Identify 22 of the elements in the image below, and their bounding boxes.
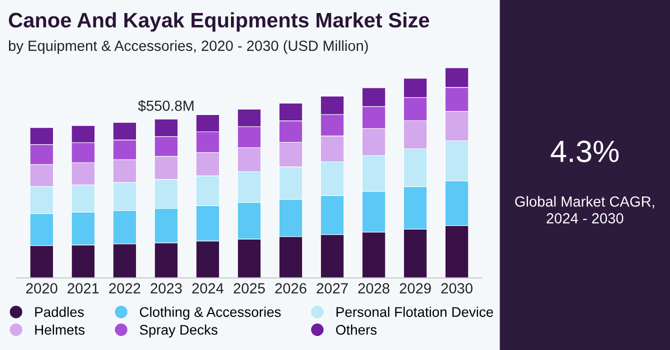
x-tick-label: 2021 <box>68 283 99 294</box>
x-tick-label: 2029 <box>400 283 431 294</box>
x-tick-label: 2022 <box>109 283 140 294</box>
legend-label: Others <box>336 324 377 335</box>
legend-label: Paddles <box>35 306 84 317</box>
legend-label: Spray Decks <box>140 324 218 338</box>
x-tick-label: 2020 <box>26 283 58 294</box>
chart-title: Canoe And Kayak Equipments Market Size <box>8 12 430 32</box>
x-tick-label: 2030 <box>441 283 472 294</box>
text: 4.3% <box>550 140 619 162</box>
text: Global Market CAGR, 2024 - 2030 <box>515 196 654 224</box>
x-tick-label: 2023 <box>150 283 182 294</box>
x-tick-label: 2024 <box>192 283 224 294</box>
legend-label: Personal Flotation Device <box>336 306 494 317</box>
x-tick-label: 2025 <box>234 283 265 294</box>
annotation: $550.8M <box>138 100 194 112</box>
x-tick-label: 2027 <box>316 283 348 294</box>
chart-subtitle: by Equipment & Accessories, 2020 - 2030 (USD Million) <box>8 40 368 54</box>
x-tick-label: 2028 <box>358 283 390 294</box>
x-tick-label: 2026 <box>275 283 306 294</box>
legend-label: Clothing & Accessories <box>140 306 281 320</box>
legend-label: Helmets <box>35 324 85 335</box>
